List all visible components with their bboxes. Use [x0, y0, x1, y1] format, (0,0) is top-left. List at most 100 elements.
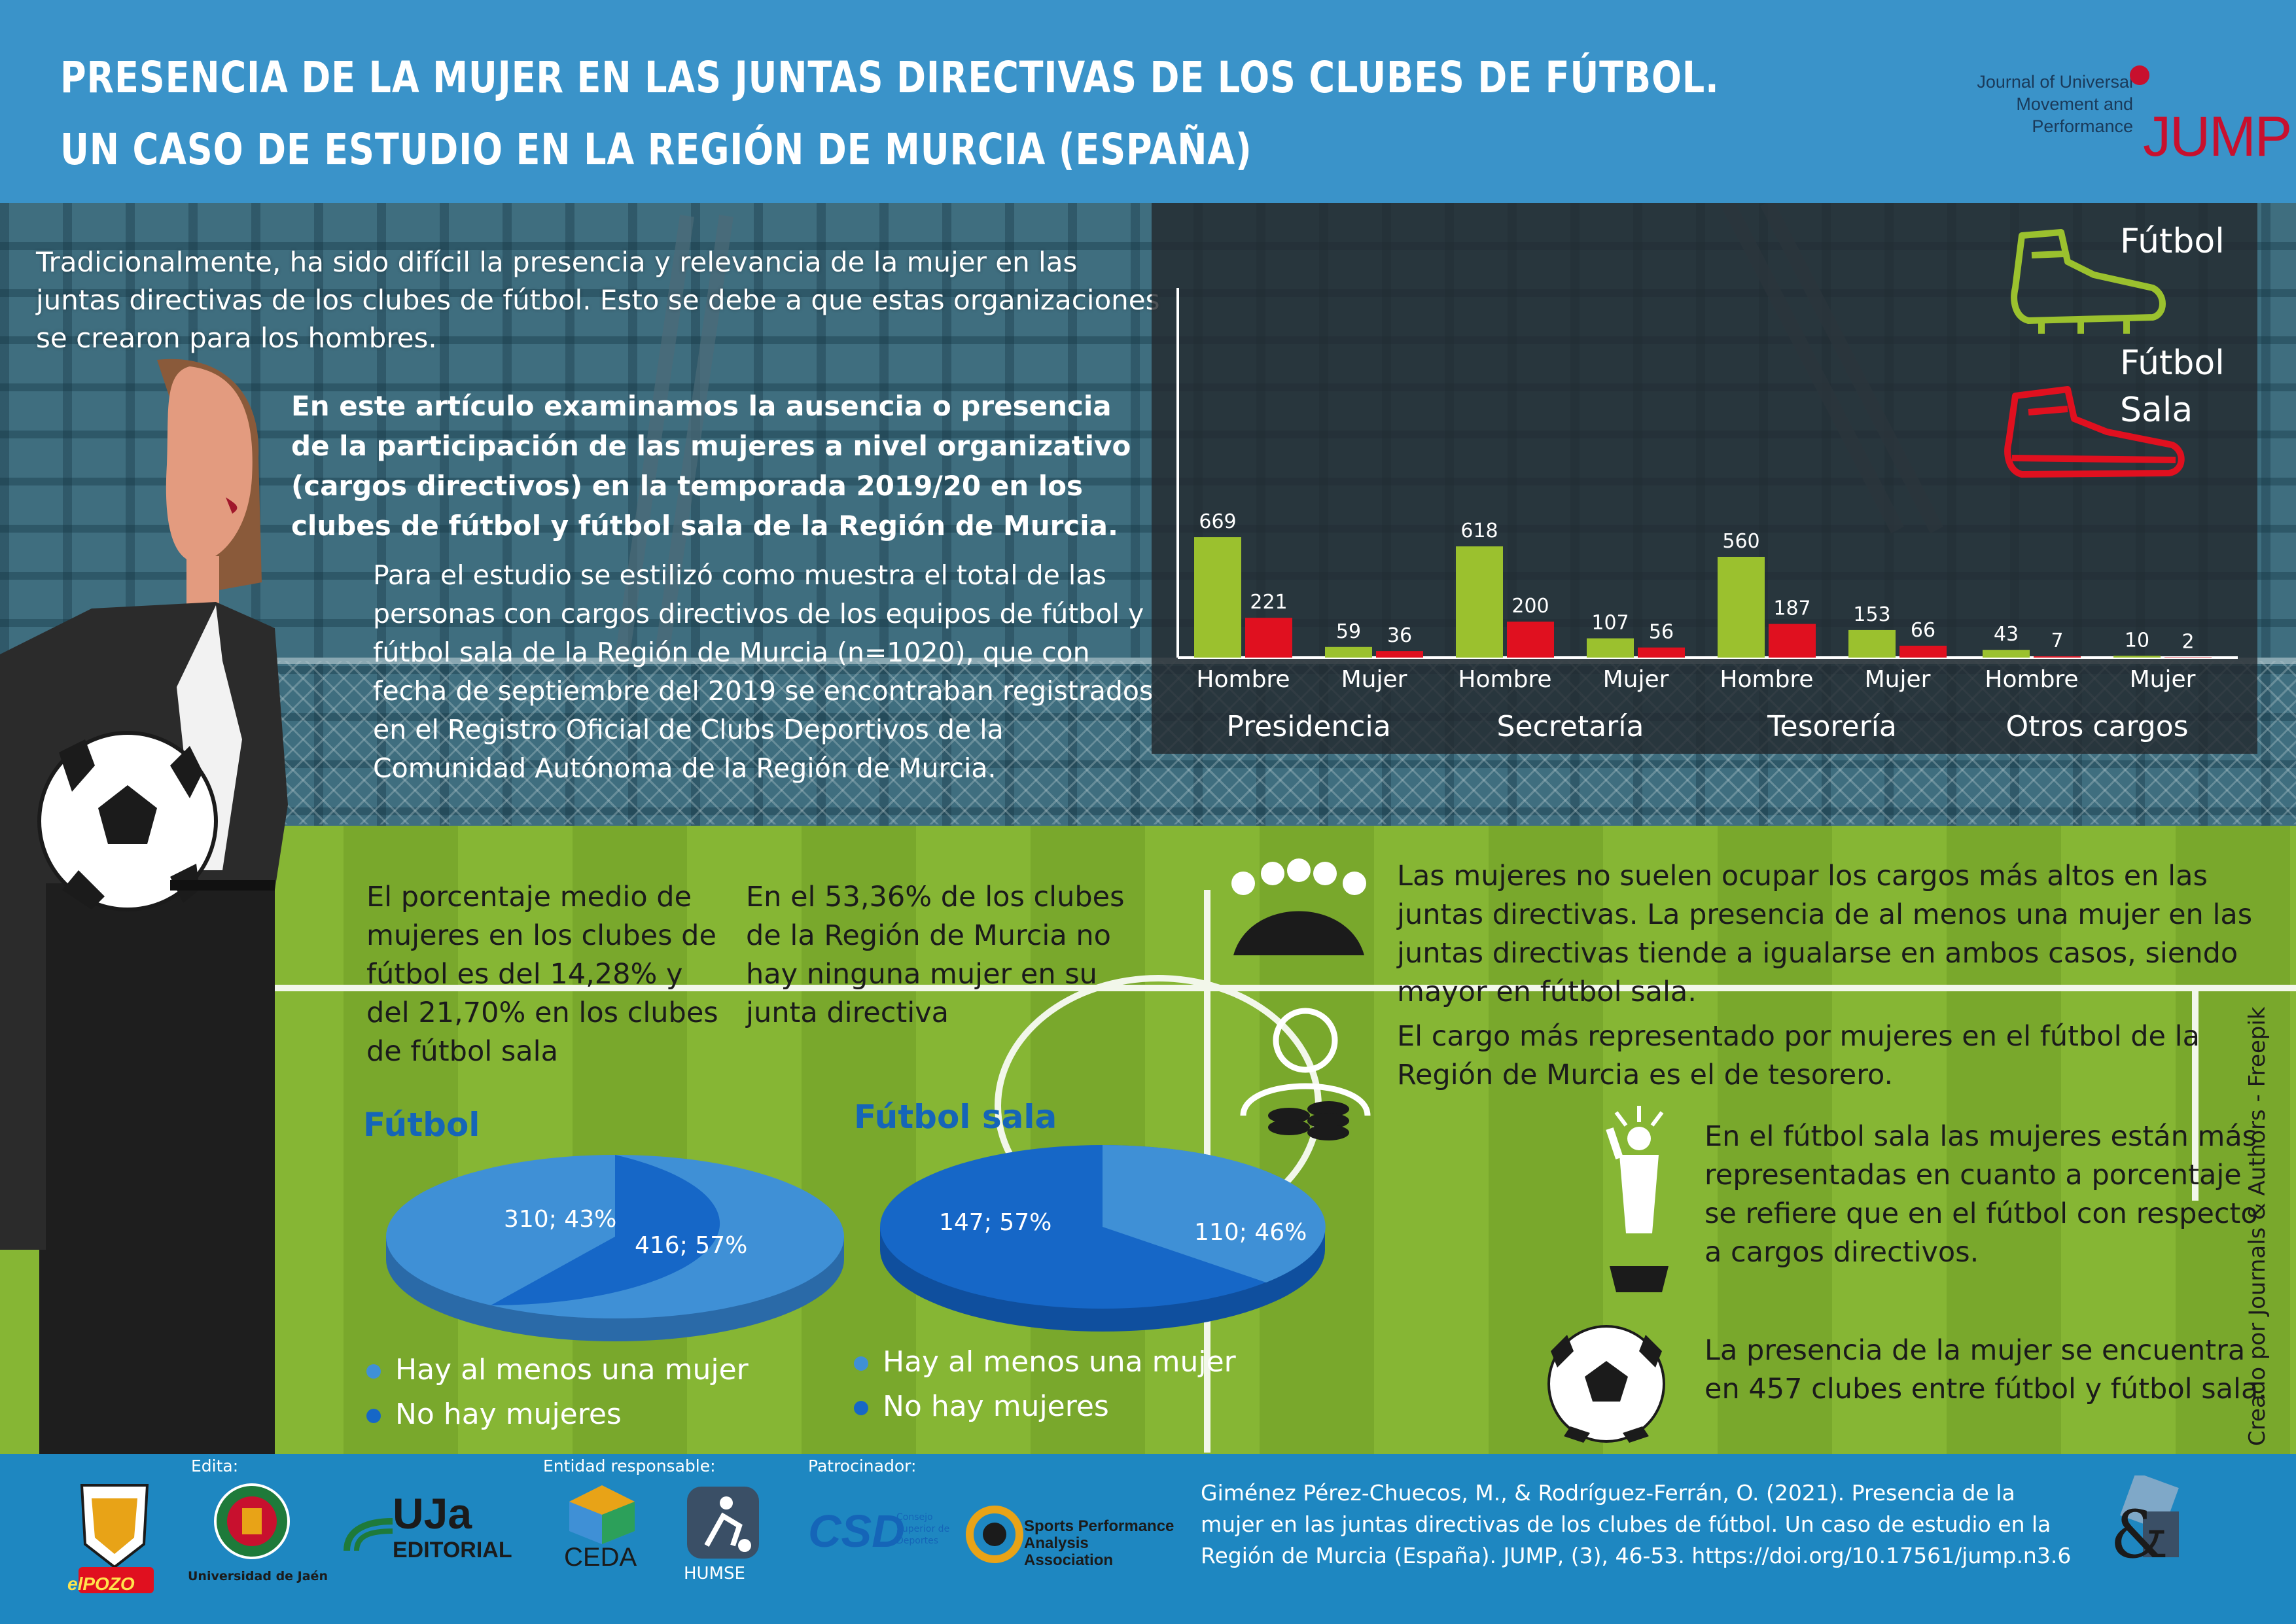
stat-average-women: El porcentaje medio de mujeres en los cl…	[366, 881, 718, 1068]
bar-value-label: 200	[1511, 595, 1549, 618]
bar-sub-label: Hombre	[1196, 666, 1290, 693]
bar-futbol	[2113, 656, 2161, 658]
jump-logo-dot-icon	[2130, 65, 2149, 85]
bar-value-label: 56	[1649, 621, 1674, 644]
bar-futbol-sala	[1899, 645, 1947, 658]
study-description: Para el estudio se estilizó como muestra…	[373, 559, 1154, 784]
bar-futbol	[1194, 537, 1241, 658]
pie-futbol-legend-a: Hay al menos una mujer	[395, 1353, 749, 1386]
bar-futbol	[1587, 638, 1634, 658]
pie-sala-legend-b: No hay mujeres	[883, 1390, 1109, 1423]
pie-futbol-label-b: 416; 57%	[635, 1232, 747, 1259]
footer-patrocinador-label: Patrocinador:	[808, 1456, 917, 1475]
elpozo-logo: elPOZO	[67, 1574, 135, 1594]
spaa-text: Sports Performance Analysis Association	[1024, 1517, 1174, 1569]
bar-futbol-sala	[1638, 647, 1685, 658]
bar-value-label: 10	[2125, 629, 2149, 652]
page-title-line1: PRESENCIA DE LA MUJER EN LAS JUNTAS DIRE…	[60, 52, 1720, 103]
legend-futbol-sala-line1: Fútbol	[2120, 344, 2225, 383]
pie-chart-futbol-sala: 147; 57% 110; 46%	[880, 1144, 1326, 1332]
ceda-logo-icon	[569, 1485, 635, 1544]
bar-group-label: Otros cargos	[2005, 710, 2188, 743]
bar-value-label: 66	[1911, 619, 1935, 642]
csd-subtitle: Consejo Superior de Deportes	[896, 1512, 950, 1546]
jump-logo: JUMP	[2143, 105, 2292, 168]
journals-authors-logo-icon: &	[2110, 1475, 2179, 1573]
pie-title-futbol-sala: Fútbol sala	[854, 1098, 1057, 1136]
finding-top-positions: Las mujeres no suelen ocupar los cargos …	[1397, 860, 2253, 1008]
footer-entidad-label: Entidad responsable:	[543, 1456, 716, 1475]
bar-sub-label: Hombre	[1985, 666, 2078, 693]
bar-value-label: 59	[1336, 620, 1361, 643]
bar-value-label: 618	[1460, 520, 1498, 542]
bar-value-label: 187	[1773, 597, 1810, 620]
bar-futbol	[1718, 557, 1765, 658]
sky-background	[0, 0, 2296, 203]
leaders-group-icon	[1231, 858, 1366, 955]
bar-group-label: Presidencia	[1226, 710, 1390, 743]
stat-no-women: En el 53,36% de los clubes de la Región …	[746, 881, 1125, 1029]
bar-sub-label: Mujer	[1341, 666, 1407, 693]
pie-sala-legend: Hay al menos una mujer No hay mujeres	[854, 1340, 1236, 1429]
bar-group-label: Secretaría	[1497, 710, 1644, 743]
spaa-logo-icon	[966, 1506, 1023, 1563]
bar-sub-label: Mujer	[1603, 666, 1669, 693]
bar-futbol	[1848, 629, 1896, 658]
bar-value-label: 669	[1199, 510, 1236, 533]
legend-dot-dark	[366, 1409, 381, 1423]
humse-text: HUMSE	[684, 1564, 745, 1583]
bar-value-label: 107	[1591, 612, 1629, 635]
pie-futbol-legend-b: No hay mujeres	[395, 1398, 622, 1431]
pie-sala-legend-a: Hay al menos una mujer	[883, 1345, 1236, 1379]
legend-futbol-sala-line2: Sala	[2120, 391, 2193, 430]
bar-value-label: 560	[1722, 530, 1759, 553]
field-line	[2192, 991, 2199, 1201]
citation: Giménez Pérez-Chuecos, M., & Rodríguez-F…	[1201, 1480, 2072, 1568]
pie-sala-label-b: 110; 46%	[1194, 1219, 1307, 1246]
finding-treasurer: El cargo más representado por mujeres en…	[1397, 1020, 2200, 1091]
fence-rail	[0, 658, 2296, 664]
pie-futbol-legend: Hay al menos una mujer No hay mujeres	[366, 1348, 749, 1437]
uja-name: Universidad de Jaén	[188, 1569, 328, 1583]
bar-value-label: 43	[1994, 623, 2019, 646]
pie-futbol-label-a: 310; 43%	[504, 1206, 616, 1233]
bar-chart: 669 221 Hombre 59 36 Mujer Presidencia 618 200 Ho…	[1176, 288, 2238, 743]
bar-futbol	[1983, 650, 2030, 658]
finding-futsal-representation: En el fútbol sala las mujeres están más …	[1704, 1120, 2258, 1269]
woman-trophy-icon	[1606, 1106, 1669, 1292]
bar-futbol-sala	[1769, 624, 1816, 658]
ceda-text: CEDA	[564, 1543, 637, 1572]
uja-seal-icon	[214, 1483, 290, 1559]
bar-value-label: 221	[1250, 591, 1287, 614]
svg-text:&: &	[2110, 1496, 2168, 1573]
legend-dot-dark	[854, 1401, 868, 1415]
soccer-ball-icon	[1547, 1325, 1665, 1443]
bar-value-label: 2	[2181, 630, 2194, 653]
article-description: En este artículo examinamos la ausencia …	[291, 390, 1131, 542]
bar-futbol-sala	[1376, 651, 1423, 658]
legend-dot-light	[366, 1364, 381, 1379]
humse-logo-icon	[687, 1487, 759, 1559]
pie-title-futbol: Fútbol	[363, 1106, 480, 1144]
bar-futbol-sala	[2034, 656, 2081, 658]
bar-value-label: 36	[1387, 624, 1412, 647]
bar-futbol	[1325, 646, 1372, 658]
uja-editorial-mark: UJa	[393, 1489, 472, 1538]
uja-editorial-icon	[344, 1518, 393, 1551]
treasurer-icon	[1240, 1008, 1371, 1140]
intro-text: Tradicionalmente, ha sido difícil la pre…	[36, 246, 1160, 354]
pie-chart-futbol: 310; 43% 416; 57%	[386, 1155, 844, 1341]
bar-group-label: Tesorería	[1767, 710, 1897, 743]
legend-dot-light	[854, 1356, 868, 1371]
bar-sub-label: Mujer	[2130, 666, 2196, 693]
bar-value-label: 7	[2051, 629, 2063, 652]
bar-futbol	[1456, 546, 1503, 658]
finding-club-count: La presencia de la mujer se encuentra en…	[1704, 1334, 2267, 1405]
bar-futbol-sala	[1507, 622, 1554, 658]
footer	[0, 1454, 2296, 1624]
football-boot-icon	[2011, 229, 2166, 334]
footer-edita-label: Edita:	[191, 1456, 239, 1475]
legend-futbol: Fútbol	[2120, 222, 2225, 261]
pie-sala-label-a: 147; 57%	[939, 1209, 1051, 1236]
journal-name: Journal of Universal Movement and Perfor…	[1977, 72, 2133, 136]
